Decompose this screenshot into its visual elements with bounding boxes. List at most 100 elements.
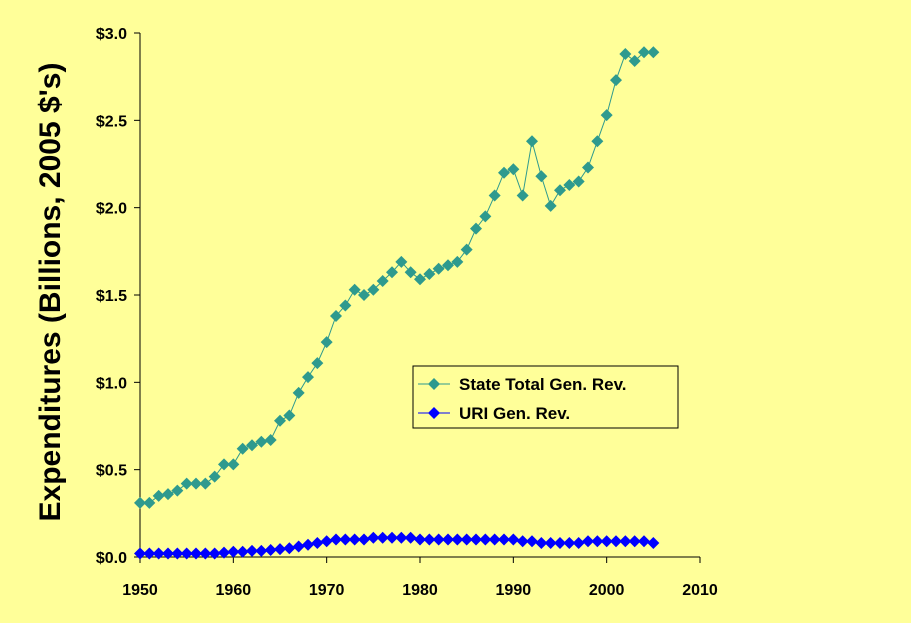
y-tick-label: $3.0 <box>96 26 127 43</box>
legend: State Total Gen. Rev. URI Gen. Rev. <box>412 365 679 429</box>
data-point <box>423 533 436 546</box>
y-tick-label: $1.5 <box>96 288 127 305</box>
data-point <box>451 255 464 268</box>
data-point <box>236 545 249 558</box>
data-point <box>526 535 538 548</box>
data-point <box>414 273 426 286</box>
data-point <box>246 544 258 557</box>
data-point <box>488 189 501 202</box>
data-point <box>152 489 165 502</box>
legend-label: URI Gen. Rev. <box>459 404 570 423</box>
data-point <box>199 547 212 560</box>
data-point <box>292 540 305 553</box>
data-point <box>255 435 268 448</box>
data-point <box>180 547 193 560</box>
data-point <box>619 47 632 60</box>
data-point <box>134 496 146 509</box>
data-point <box>367 531 380 544</box>
data-point <box>283 409 296 422</box>
x-tick-label: 1960 <box>216 582 252 599</box>
data-point <box>227 458 240 471</box>
data-point <box>236 442 249 455</box>
data-point <box>330 533 342 546</box>
data-point <box>227 545 240 558</box>
data-point <box>320 535 333 548</box>
data-point <box>292 386 305 399</box>
data-point <box>171 484 184 497</box>
data-point <box>367 283 380 296</box>
data-point <box>628 54 641 67</box>
y-axis-title: Expenditures (Billions, 2005 $'s) <box>34 63 67 522</box>
data-point <box>264 544 277 557</box>
legend-marker <box>428 407 440 419</box>
data-point <box>582 535 594 548</box>
data-point <box>274 414 286 427</box>
data-point <box>246 439 258 452</box>
legend-box <box>412 365 679 429</box>
data-point <box>544 537 557 550</box>
data-point <box>516 189 529 202</box>
data-point <box>330 309 342 322</box>
data-point <box>283 542 296 555</box>
data-point <box>582 161 594 174</box>
data-point <box>572 537 585 550</box>
x-tick-label: 1990 <box>496 582 532 599</box>
x-tick-label: 1950 <box>122 582 158 599</box>
y-tick-label: $2.0 <box>96 201 127 218</box>
data-point <box>395 531 408 544</box>
data-point <box>488 533 501 546</box>
data-point <box>442 259 454 272</box>
data-point <box>563 178 576 191</box>
data-point <box>638 46 650 59</box>
data-point <box>274 543 286 556</box>
data-point <box>386 531 398 544</box>
data-point <box>171 547 184 560</box>
data-point <box>302 538 314 551</box>
data-point <box>591 535 604 548</box>
data-point <box>600 535 613 548</box>
data-point <box>376 275 389 288</box>
series-line <box>140 51 654 504</box>
data-point <box>190 547 202 560</box>
data-point <box>302 371 314 384</box>
data-point <box>208 547 221 560</box>
data-point <box>507 533 520 546</box>
data-point <box>610 535 622 548</box>
axes: $0.0 $0.5 $1.0 $1.5 $2.0 $2.5 $3.0 1950 1960 1970… <box>96 26 718 599</box>
data-point <box>460 243 473 256</box>
data-point <box>470 533 482 546</box>
data-point <box>199 477 212 490</box>
data-point <box>162 488 174 501</box>
data-point <box>358 289 370 301</box>
y-tick-label: $1.0 <box>96 375 127 392</box>
data-point <box>395 255 408 268</box>
x-tick-label: 2010 <box>682 582 718 599</box>
y-tick-label: $2.5 <box>96 113 127 130</box>
data-point <box>143 496 156 509</box>
x-tick-label: 1980 <box>402 582 438 599</box>
data-point <box>628 535 641 548</box>
data-point <box>479 533 492 546</box>
data-point <box>404 266 417 279</box>
data-point <box>591 135 604 148</box>
series-layer <box>134 46 660 560</box>
data-point <box>498 533 510 546</box>
data-point <box>143 547 156 560</box>
data-point <box>386 266 398 279</box>
data-point <box>218 458 230 471</box>
y-tick-label: $0.0 <box>96 550 127 567</box>
data-point <box>134 547 146 560</box>
data-point <box>255 544 268 557</box>
data-point <box>610 74 622 87</box>
data-point <box>535 170 548 183</box>
data-point <box>218 546 230 559</box>
series-state-total <box>134 46 660 509</box>
data-point <box>339 533 352 546</box>
data-point <box>554 537 566 550</box>
data-point <box>414 533 426 546</box>
data-point <box>535 537 548 550</box>
data-point <box>152 547 165 560</box>
data-point <box>348 533 361 546</box>
data-point <box>311 537 324 550</box>
